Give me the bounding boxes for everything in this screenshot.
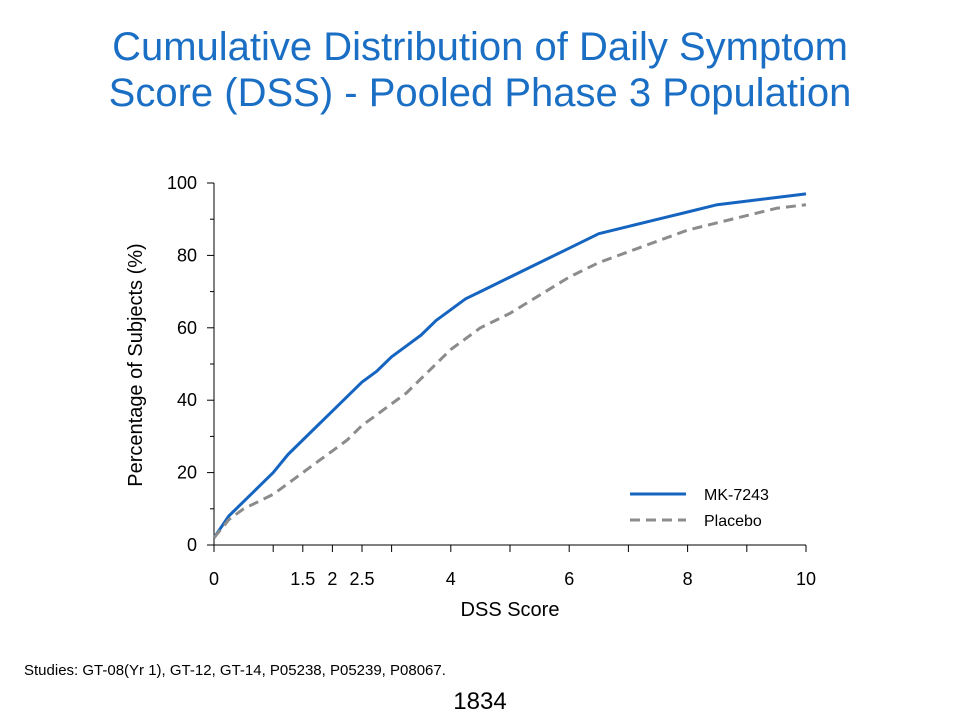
- cumulative-distribution-chart: 0 20 40 60 80 100 0 1.5 2 2.5 4 6 8 10 DSS Score Perc…: [125, 173, 816, 621]
- page-title: Cumulative Distribution of Daily Symptom…: [0, 24, 960, 116]
- x-tick-label: 2.5: [349, 569, 374, 589]
- studies-footnote: Studies: GT-08(Yr 1), GT-12, GT-14, P052…: [24, 662, 446, 679]
- x-axis-title: DSS Score: [461, 599, 560, 621]
- y-tick-label: 20: [177, 463, 197, 483]
- page-number: 1834: [453, 688, 507, 715]
- legend-label: Placebo: [704, 513, 762, 530]
- x-tick-label: 6: [564, 569, 574, 589]
- series-line-mk-7243: [212, 192, 807, 539]
- y-tick-label: 0: [187, 535, 197, 555]
- x-tick-label: 8: [683, 569, 693, 589]
- title-line-1: Cumulative Distribution of Daily Symptom: [112, 25, 848, 69]
- y-tick-label: 40: [177, 390, 197, 410]
- x-tick-label: 1.5: [290, 569, 315, 589]
- y-tick-label: 60: [177, 318, 197, 338]
- legend-label: MK-7243: [704, 487, 769, 504]
- chart-ticks: 0 20 40 60 80 100 0 1.5 2 2.5 4 6 8 10: [167, 173, 816, 589]
- x-tick-label: 10: [796, 569, 816, 589]
- x-tick-label: 2: [327, 569, 337, 589]
- chart-series: [212, 192, 807, 539]
- x-tick-label: 0: [209, 569, 219, 589]
- y-axis-title: Percentage of Subjects (%): [125, 243, 147, 486]
- title-line-2: Score (DSS) - Pooled Phase 3 Population: [108, 71, 852, 115]
- y-tick-label: 100: [167, 173, 197, 193]
- y-tick-label: 80: [177, 245, 197, 265]
- x-tick-label: 4: [446, 569, 456, 589]
- chart-legend: MK-7243 Placebo: [630, 487, 769, 530]
